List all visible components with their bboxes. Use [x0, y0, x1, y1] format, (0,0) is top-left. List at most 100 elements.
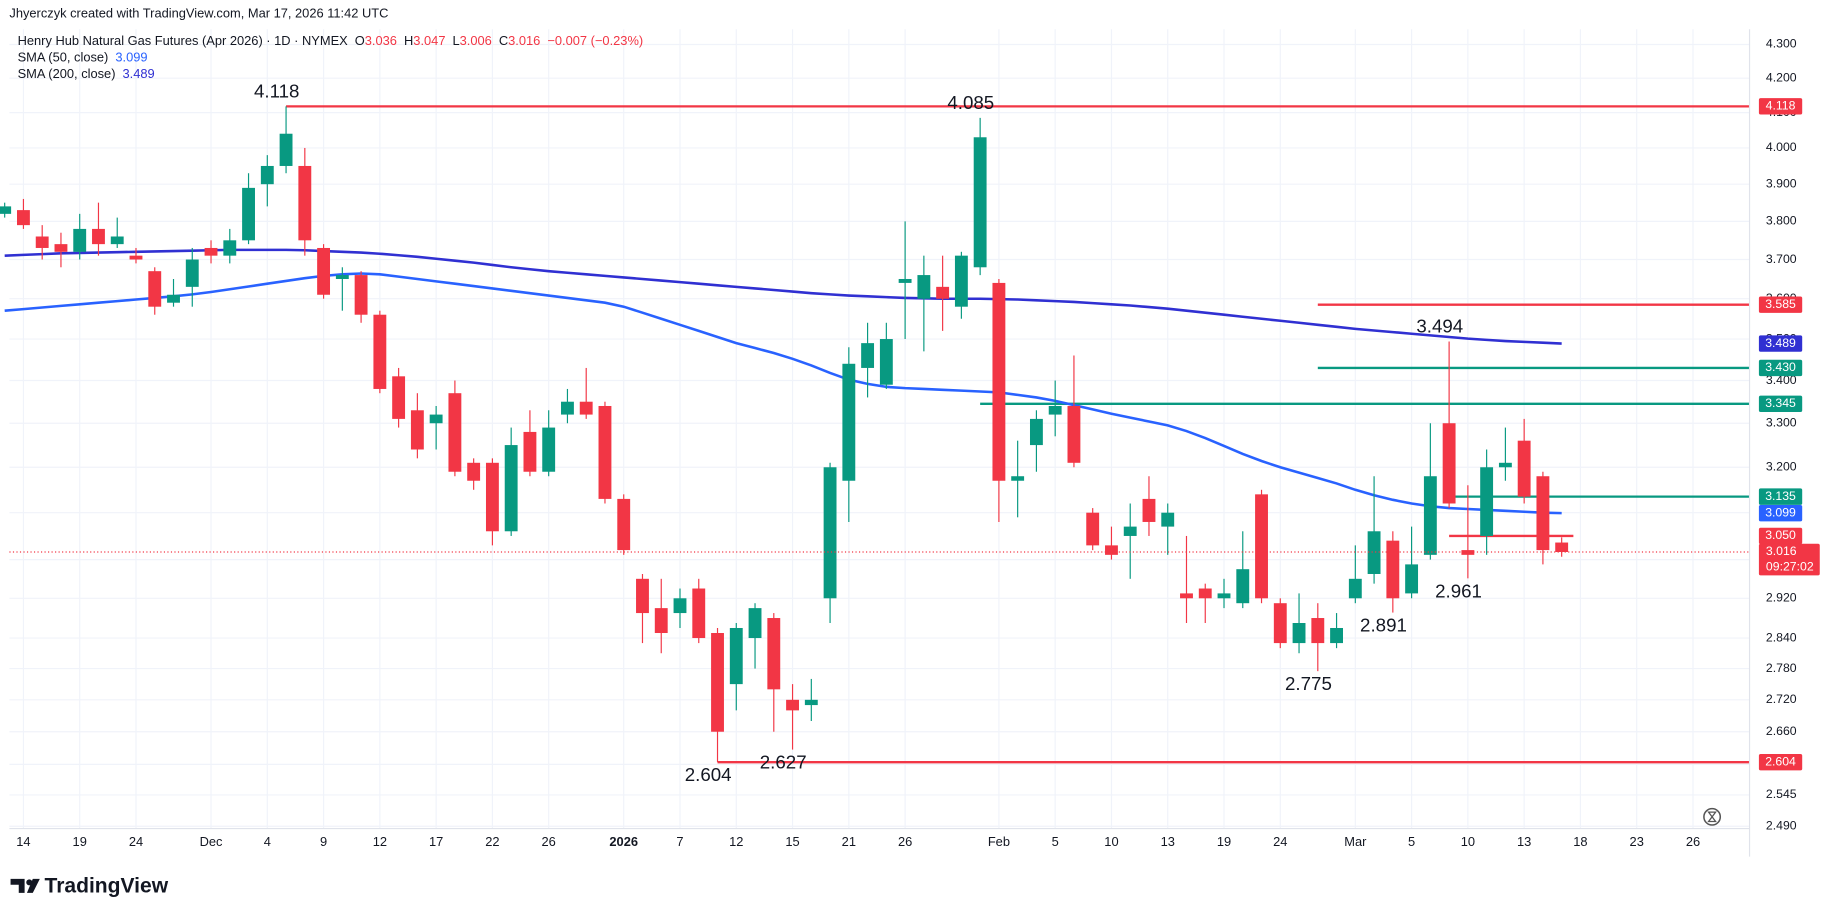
replay-icon[interactable]: [1703, 807, 1722, 826]
candle-body: [879, 339, 893, 385]
legend-sma[interactable]: SMA (50, close) 3.099: [18, 50, 148, 65]
candle-body: [936, 286, 950, 299]
candle-body: [1161, 512, 1175, 527]
x-tick-label: 26: [898, 834, 912, 849]
y-tick-label: 4.300: [1766, 37, 1797, 51]
price-badge: [1758, 504, 1803, 522]
candle-body: [561, 401, 574, 415]
candle-body: [542, 427, 556, 472]
candle-body: [1555, 542, 1569, 552]
price-badge: [1758, 488, 1803, 505]
x-tick-label: 13: [1161, 834, 1175, 849]
candle-body: [617, 498, 631, 551]
header: Jhyerczyk created with TradingView.com, …: [9, 5, 388, 20]
price-badge: [1758, 543, 1820, 576]
candle-body: [354, 275, 368, 315]
x-tick-label: 2026: [609, 834, 638, 849]
x-tick-label: 12: [373, 834, 387, 849]
y-tick-label: 4.200: [1766, 70, 1797, 84]
candle-body: [1123, 526, 1137, 536]
x-tick-label: 12: [729, 834, 743, 849]
candle-body: [1273, 603, 1287, 644]
x-tick-label: 26: [542, 834, 556, 849]
x-tick-label: 7: [676, 834, 683, 849]
brand-name: TradingView: [45, 875, 169, 898]
price-badge: [1758, 98, 1803, 115]
price-annotation: 2.604: [685, 764, 732, 785]
candle-body: [917, 275, 931, 299]
x-tick-label: 23: [1630, 834, 1644, 849]
candle-body: [1311, 618, 1325, 644]
candle-body: [1442, 423, 1456, 504]
legend-sma[interactable]: SMA (200, close) 3.489: [18, 66, 155, 81]
x-tick-label: Dec: [200, 834, 223, 849]
candle-body: [1480, 467, 1494, 536]
x-tick-label: 21: [842, 834, 856, 849]
candle-body: [1029, 418, 1043, 446]
candle-body: [1198, 588, 1212, 599]
ohlc-key: H: [404, 34, 413, 49]
candle-body: [842, 363, 856, 481]
candle-body: [692, 588, 706, 639]
ohlc-key: O: [355, 34, 365, 49]
price-annotation: 4.118: [254, 80, 299, 101]
x-tick-label: 13: [1517, 834, 1531, 849]
price-annotation: 3.494: [1416, 315, 1463, 336]
candle-body: [1105, 545, 1118, 555]
candle-body: [54, 244, 68, 252]
price-badge-label: 3.050: [1765, 528, 1796, 542]
candle-body: [654, 608, 668, 634]
x-tick-label: 19: [73, 834, 87, 849]
price-annotation: 2.627: [760, 752, 807, 773]
legend-name: SMA (50, close): [18, 50, 109, 65]
candle-body: [504, 445, 518, 532]
y-tick-label: 3.300: [1766, 415, 1797, 429]
y-tick-label: 3.200: [1766, 460, 1797, 474]
price-badge-label: 3.135: [1765, 489, 1796, 503]
price-badge-label: 3.489: [1765, 336, 1796, 350]
x-tick-label: 15: [785, 834, 799, 849]
brand-logo[interactable]: TradingView: [10, 875, 169, 898]
candle-body: [185, 259, 199, 287]
candle-body: [167, 294, 180, 303]
price-annotation: 4.085: [947, 92, 994, 113]
x-tick-label: Mar: [1344, 834, 1367, 849]
price-badge: [1758, 335, 1803, 352]
y-tick-label: 3.700: [1766, 252, 1797, 266]
candle-body: [1011, 476, 1025, 481]
candle-body: [1498, 462, 1512, 468]
candle-body: [767, 618, 781, 690]
candle-body: [973, 137, 987, 268]
candle-body: [279, 133, 293, 166]
x-tick-label: Feb: [988, 834, 1010, 849]
candle-body: [92, 228, 105, 245]
price-annotation: 2.961: [1435, 580, 1482, 601]
candle-body: [298, 165, 312, 241]
sma-line: [4, 248, 1562, 345]
candle-body: [129, 255, 143, 260]
candle-body: [711, 633, 724, 732]
candle-body: [410, 410, 424, 450]
x-tick-label: 24: [129, 834, 143, 849]
candle-body: [1386, 540, 1400, 599]
countdown: 09:27:02: [1766, 559, 1814, 573]
candle-body: [1536, 476, 1550, 551]
change: −0.007 (−0.23%): [547, 34, 643, 49]
legend-name: SMA (200, close): [18, 66, 116, 81]
y-tick-label: 2.920: [1766, 591, 1797, 605]
candle-body: [636, 578, 649, 614]
y-tick-label: 2.545: [1766, 787, 1797, 801]
price-badge: [1758, 359, 1803, 377]
candle-body: [1405, 564, 1419, 594]
ohlc-value: 3.016: [508, 34, 540, 49]
x-tick-label: 26: [1686, 834, 1700, 849]
candle-body: [748, 608, 762, 639]
candle-body: [317, 247, 331, 295]
candle-body: [523, 431, 537, 472]
x-tick-label: 14: [16, 834, 30, 849]
price-badge: [1758, 527, 1803, 545]
candle-body: [1367, 531, 1381, 574]
candle-body: [260, 165, 274, 185]
symbol: Henry Hub Natural Gas Futures (Apr 2026)…: [18, 34, 349, 49]
